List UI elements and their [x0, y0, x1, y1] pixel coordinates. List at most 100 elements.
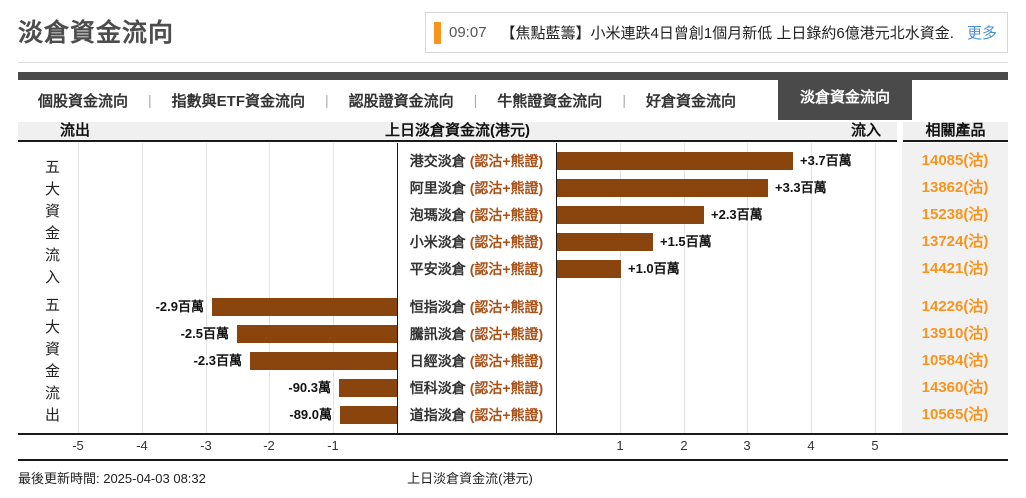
bar-row-label: 騰訊淡倉 (認沽+熊證): [397, 324, 556, 344]
bar-row-name: 港交淡倉: [409, 153, 470, 169]
ticker-headline-link[interactable]: 【焦點藍籌】小米連跌4日曾創1個月新低 上日錄約6億港元北水資金...: [500, 25, 955, 42]
related-product-link[interactable]: 15238(沽): [921, 206, 989, 223]
bar: [557, 233, 653, 251]
tab-bar: 個股資金流向 | 指數與ETF資金流向 | 認股證資金流向 | 牛熊證資金流向 …: [18, 80, 760, 120]
group-label-top5-outflow: 五大資金流出: [43, 297, 60, 429]
tab-separator: |: [473, 92, 478, 108]
bar-row-suffix: (認沽+熊證): [469, 326, 544, 342]
title-divider: [18, 62, 1008, 63]
bar-value-label: +3.3百萬: [775, 180, 827, 195]
gridline: [206, 143, 207, 433]
axis-line-bottom: [18, 459, 1008, 461]
bar-row-suffix: (認沽+熊證): [469, 380, 544, 396]
axis-tick-label: -4: [136, 438, 148, 453]
tab-warrant-fund-flow[interactable]: 認股證資金流向: [348, 92, 454, 110]
tab-index-etf-fund-flow[interactable]: 指數與ETF資金流向: [171, 92, 305, 110]
gridline: [747, 143, 748, 433]
bar-row-label: 泡瑪淡倉 (認沽+熊證): [397, 205, 556, 225]
gridline: [142, 143, 143, 433]
bar-value-label: +1.5百萬: [660, 234, 712, 249]
gridline: [684, 143, 685, 433]
axis-tick-label: 1: [616, 438, 624, 453]
bar: [557, 152, 793, 170]
bar-row-suffix: (認沽+熊證): [469, 407, 544, 423]
chart-header-bar: 流出 上日淡倉資金流(港元) 流入: [18, 122, 897, 142]
bar-value-label: +1.0百萬: [628, 261, 680, 276]
bar-value-label: -2.9百萬: [155, 299, 204, 314]
bar-row-name: 日經淡倉: [409, 353, 470, 369]
bar: [557, 260, 621, 278]
bar: [339, 379, 397, 397]
chart-header-outflow-label: 流出: [60, 122, 91, 139]
gridline: [78, 143, 79, 433]
tab-short-fund-flow-active[interactable]: 淡倉資金流向: [778, 72, 912, 120]
bar-row-name: 泡瑪淡倉: [409, 207, 470, 223]
axis-tick-label: 3: [743, 438, 751, 453]
zero-baseline: [556, 143, 557, 433]
bar-row-suffix: (認沽+熊證): [469, 261, 544, 277]
related-products-column-background: [902, 143, 1008, 433]
related-products-header: 相關產品: [903, 122, 1008, 142]
bar-row-label: 恒指淡倉 (認沽+熊證): [397, 297, 556, 317]
related-product-link[interactable]: 13724(沽): [921, 233, 989, 250]
zero-baseline: [397, 143, 398, 433]
bar-row-label: 港交淡倉 (認沽+熊證): [397, 151, 556, 171]
chart-header-inflow-label: 流入: [850, 122, 881, 139]
bar-value-label: -90.3萬: [288, 380, 331, 395]
axis-tick-label: -2: [263, 438, 275, 453]
axis-line-top: [18, 433, 1008, 435]
tab-cbbc-fund-flow[interactable]: 牛熊證資金流向: [497, 92, 603, 110]
tab-long-fund-flow[interactable]: 好倉資金流向: [645, 92, 736, 110]
bar-row-name: 平安淡倉: [409, 261, 470, 277]
related-product-link[interactable]: 14085(沽): [921, 152, 989, 169]
page-title: 淡倉資金流向: [18, 19, 175, 47]
bar-row-name: 騰訊淡倉: [409, 326, 470, 342]
related-product-link[interactable]: 13862(沽): [921, 179, 989, 196]
chart-header-title: 上日淡倉資金流(港元): [385, 122, 530, 139]
gridline: [333, 143, 334, 433]
bar-value-label: +3.7百萬: [800, 153, 852, 168]
axis-tick-label: 4: [807, 438, 815, 453]
bar-row-label: 平安淡倉 (認沽+熊證): [397, 259, 556, 279]
bar: [557, 206, 704, 224]
news-ticker: 09:07 【焦點藍籌】小米連跌4日曾創1個月新低 上日錄約6億港元北水資金..…: [425, 12, 1008, 53]
related-product-link[interactable]: 14360(沽): [921, 379, 989, 396]
bar-row-suffix: (認沽+熊證): [469, 234, 544, 250]
related-product-link[interactable]: 14226(沽): [921, 298, 989, 315]
related-product-link[interactable]: 13910(沽): [921, 325, 989, 342]
bar-row-suffix: (認沽+熊證): [469, 299, 544, 315]
ticker-more-link[interactable]: 更多: [966, 25, 997, 42]
related-product-link[interactable]: 14421(沽): [921, 260, 989, 277]
axis-tick-label: 2: [680, 438, 688, 453]
ticker-time: 09:07: [449, 24, 487, 41]
ticker-accent-bar-icon: [434, 21, 441, 44]
bar-value-label: -89.0萬: [289, 407, 332, 422]
axis-title: 上日淡倉資金流(港元): [407, 471, 533, 486]
axis-tick-label: -5: [72, 438, 84, 453]
bar-row-name: 道指淡倉: [409, 407, 470, 423]
bar: [340, 406, 397, 424]
fund-flow-bar-chart: 五大資金流入 五大資金流出 +3.7百萬 港交淡倉 (認沽+熊證) 14085(沽)…: [18, 143, 1008, 433]
related-product-link[interactable]: 10584(沽): [921, 352, 989, 369]
bar-row-suffix: (認沽+熊證): [469, 153, 544, 169]
gridline: [875, 143, 876, 433]
bar: [250, 352, 397, 370]
bar-row-label: 恒科淡倉 (認沽+熊證): [397, 378, 556, 398]
tab-separator: |: [325, 92, 329, 108]
tab-stock-fund-flow[interactable]: 個股資金流向: [38, 92, 129, 110]
bar-value-label: +2.3百萬: [711, 207, 763, 222]
bar-row-label: 道指淡倉 (認沽+熊證): [397, 405, 556, 425]
bar-row-name: 恒指淡倉: [409, 299, 470, 315]
related-product-link[interactable]: 10565(沽): [921, 406, 989, 423]
bar-row-suffix: (認沽+熊證): [469, 353, 544, 369]
bar: [237, 325, 397, 343]
bar-row-name: 恒科淡倉: [409, 380, 470, 396]
bar-row-label: 阿里淡倉 (認沽+熊證): [397, 178, 556, 198]
bar-value-label: -2.3百萬: [193, 353, 242, 368]
bar: [212, 298, 397, 316]
tab-strip: [18, 72, 1008, 80]
bar-row-name: 小米淡倉: [409, 234, 470, 250]
group-label-top5-inflow: 五大資金流入: [43, 159, 60, 291]
gridline: [620, 143, 621, 433]
